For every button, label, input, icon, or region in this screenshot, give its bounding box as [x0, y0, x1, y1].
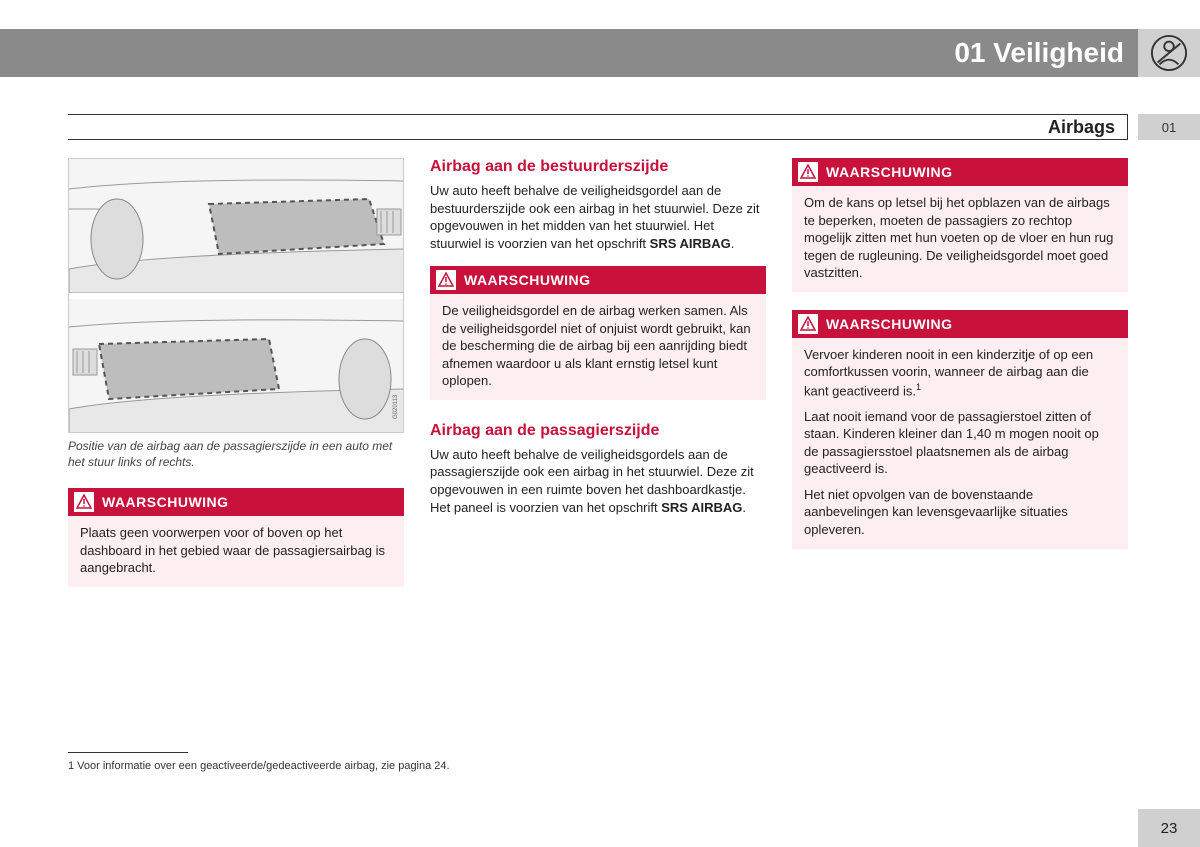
footnote-text: 1 Voor informatie over een geactiveerde/…: [68, 760, 450, 772]
warning-body: Plaats geen voorwerpen voor of boven op …: [68, 516, 404, 587]
heading-driver-airbag: Airbag aan de bestuurderszijde: [430, 158, 766, 176]
diagram-caption: Positie van de airbag aan de passagiersz…: [68, 439, 404, 470]
seatbelt-icon: [1150, 34, 1188, 72]
footnote-ref: 1: [916, 382, 921, 392]
column-2: Airbag aan de bestuurderszijde Uw auto h…: [430, 158, 766, 587]
chapter-title: 01 Veiligheid: [954, 37, 1124, 69]
warning-text-p1: Vervoer kinderen nooit in een kinderzitj…: [804, 346, 1116, 400]
column-1: G020113 Positie van de airbag aan de pas…: [68, 158, 404, 587]
warning-label: WAARSCHUWING: [826, 316, 953, 332]
warning-icon: [74, 492, 94, 512]
paragraph-driver-airbag: Uw auto heeft behalve de veiligheidsgord…: [430, 182, 766, 252]
page-number: 23: [1161, 820, 1178, 837]
warning-box-2: WAARSCHUWING De veiligheidsgordel en de …: [430, 266, 766, 400]
warning-label: WAARSCHUWING: [102, 494, 229, 510]
warning-header: WAARSCHUWING: [430, 266, 766, 294]
warning-label: WAARSCHUWING: [464, 272, 591, 288]
warning-body: De veiligheidsgordel en de airbag werken…: [430, 294, 766, 400]
footnote-rule: [68, 752, 188, 753]
warning-box-3: WAARSCHUWING Om de kans op letsel bij he…: [792, 158, 1128, 292]
warning-label: WAARSCHUWING: [826, 164, 953, 180]
warning-header: WAARSCHUWING: [68, 488, 404, 516]
warning-box-1: WAARSCHUWING Plaats geen voorwerpen voor…: [68, 488, 404, 587]
warning-body: Vervoer kinderen nooit in een kinderzitj…: [792, 338, 1128, 549]
side-chapter-tab: 01: [1138, 114, 1200, 140]
warning-header: WAARSCHUWING: [792, 310, 1128, 338]
column-3: WAARSCHUWING Om de kans op letsel bij he…: [792, 158, 1128, 587]
paragraph-passenger-airbag: Uw auto heeft behalve de veiligheidsgord…: [430, 446, 766, 516]
chapter-header-bar: 01 Veiligheid: [0, 29, 1138, 77]
warning-body: Om de kans op letsel bij het opblazen va…: [792, 186, 1128, 292]
diagram-id-label: G020113: [393, 394, 399, 419]
section-title: Airbags: [1048, 117, 1115, 138]
warning-icon: [798, 314, 818, 334]
content-columns: G020113 Positie van de airbag aan de pas…: [68, 158, 1128, 587]
airbag-position-diagram: G020113: [68, 158, 404, 433]
header-safety-icon-box: [1138, 29, 1200, 77]
warning-header: WAARSCHUWING: [792, 158, 1128, 186]
page-number-box: 23: [1138, 809, 1200, 847]
warning-text-p2: Laat nooit iemand voor de passagierstoel…: [804, 408, 1116, 478]
warning-text: De veiligheidsgordel en de airbag werken…: [442, 302, 754, 390]
warning-text: Plaats geen voorwerpen voor of boven op …: [80, 524, 392, 577]
warning-text-p3: Het niet opvolgen van de bovenstaande aa…: [804, 486, 1116, 539]
side-tab-label: 01: [1162, 120, 1176, 135]
warning-text: Om de kans op letsel bij het opblazen va…: [804, 194, 1116, 282]
section-header-rule: Airbags: [68, 114, 1128, 140]
warning-icon: [798, 162, 818, 182]
warning-box-4: WAARSCHUWING Vervoer kinderen nooit in e…: [792, 310, 1128, 549]
heading-passenger-airbag: Airbag aan de passagierszijde: [430, 422, 766, 440]
warning-icon: [436, 270, 456, 290]
